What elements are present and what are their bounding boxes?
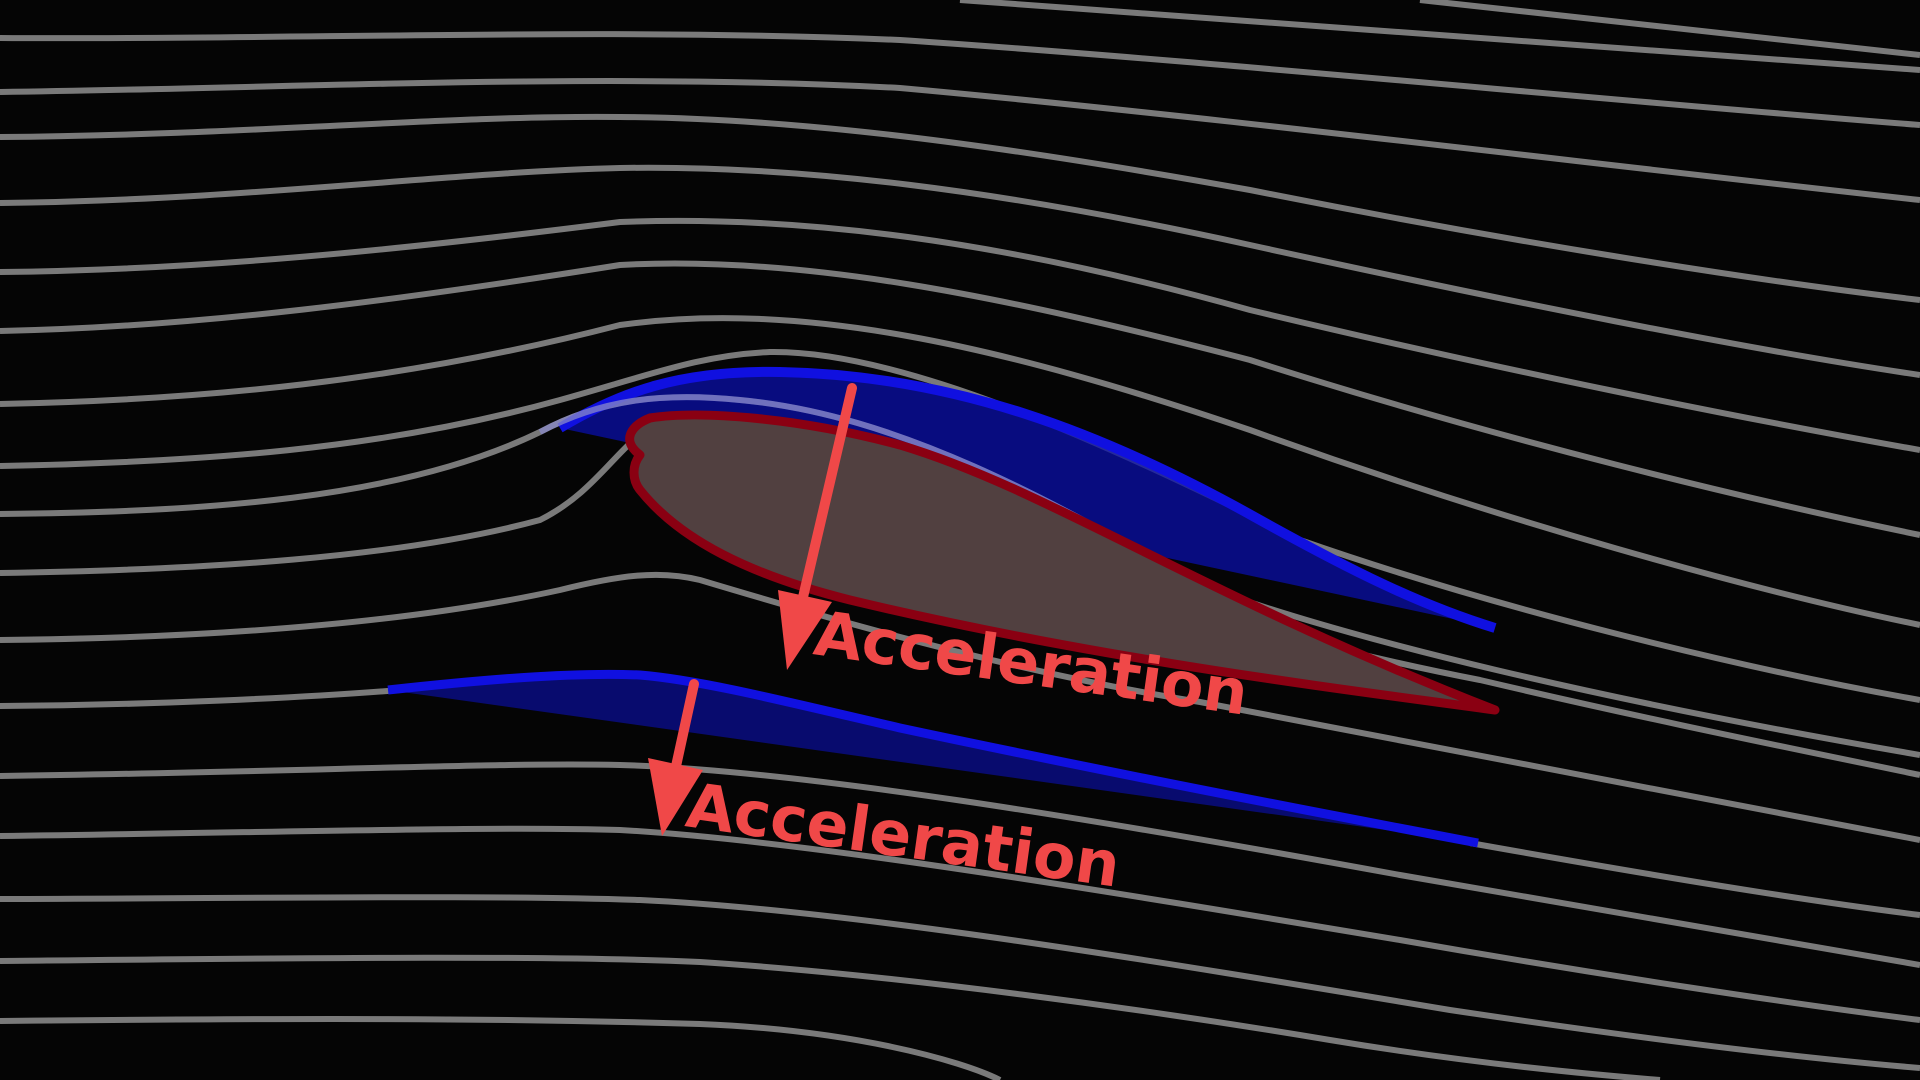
streamline [0, 217, 1920, 453]
airfoil [625, 410, 1500, 715]
streamline [1469, 840, 1920, 918]
upper-acceleration-arrow [778, 383, 857, 670]
streamline [0, 348, 1920, 703]
streamline [0, 164, 1920, 378]
streamline [0, 260, 1920, 538]
streamline [1419, 0, 1920, 58]
arrow-shaft [668, 679, 699, 785]
streamline [0, 894, 1920, 1071]
lower-acceleration-arrow [648, 679, 703, 836]
streamline [0, 78, 1920, 203]
streamline [0, 761, 1920, 968]
lower-flow-region [388, 674, 1478, 843]
streamline [0, 954, 1661, 1080]
streamline [0, 31, 1920, 128]
streamline [0, 315, 1920, 628]
streamline [0, 1016, 1002, 1080]
arrow-head [648, 758, 703, 836]
arrow-head [778, 590, 832, 670]
streamline [0, 687, 401, 709]
lower-flow-region-edge [387, 669, 1479, 848]
upper-flow-region-edge [557, 366, 1497, 633]
arrow-shaft [795, 383, 857, 615]
streamline [0, 825, 1920, 1023]
streamline [0, 113, 1920, 303]
streamline [959, 0, 1920, 73]
